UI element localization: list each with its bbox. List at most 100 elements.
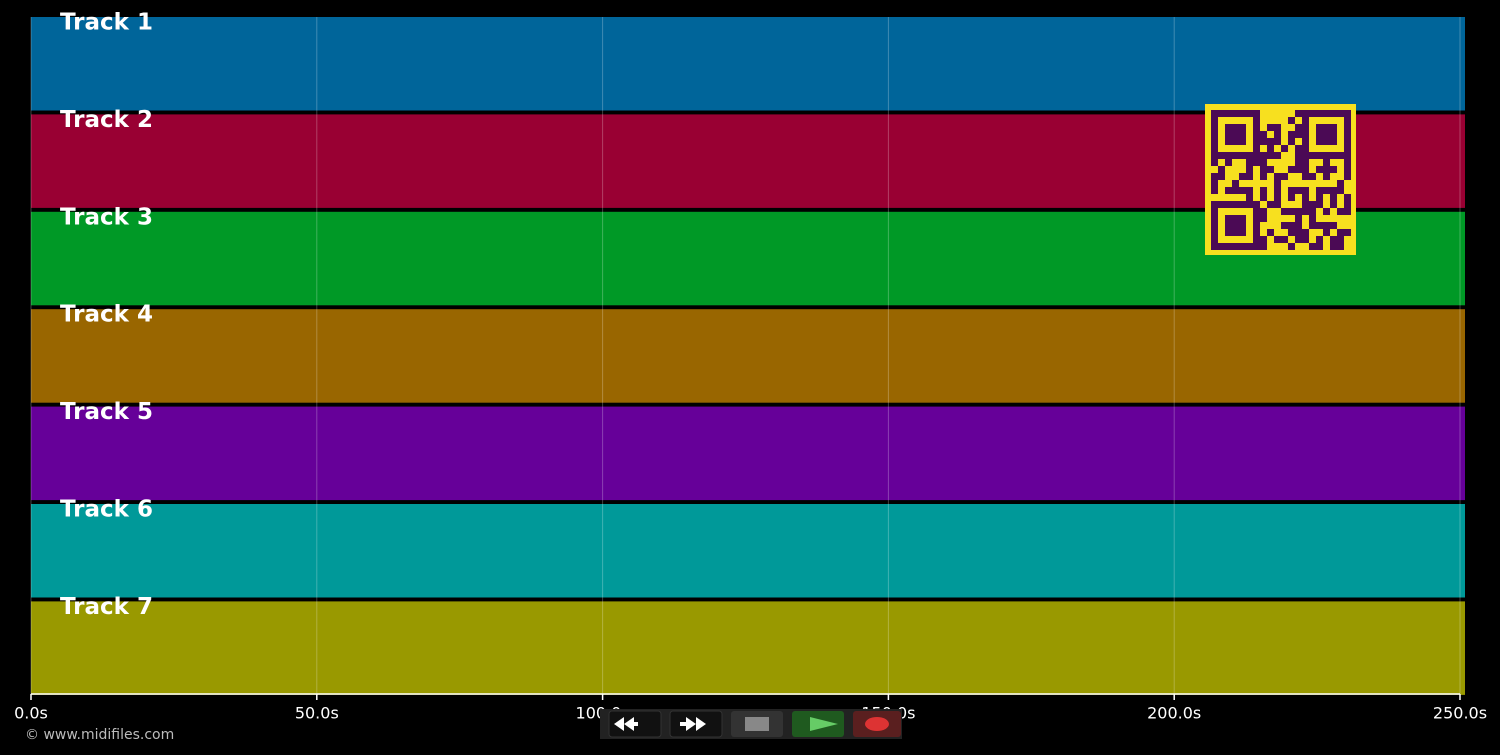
qr-cell xyxy=(1309,243,1316,250)
qr-cell xyxy=(1253,215,1260,222)
track-name: Track 4 xyxy=(60,302,153,328)
qr-cell xyxy=(1295,187,1302,194)
qr-cell xyxy=(1288,222,1295,229)
qr-cell xyxy=(1323,131,1330,138)
qr-cell xyxy=(1253,229,1260,236)
qr-cell xyxy=(1323,173,1330,180)
qr-cell xyxy=(1274,180,1281,187)
copyright: © www.midifiles.com xyxy=(25,727,174,743)
qr-code xyxy=(1205,104,1356,255)
qr-cell xyxy=(1218,166,1225,173)
track-lane xyxy=(31,17,1465,111)
qr-cell xyxy=(1211,201,1218,208)
qr-cell xyxy=(1344,110,1351,117)
qr-cell xyxy=(1267,201,1274,208)
qr-cell xyxy=(1260,131,1267,138)
qr-cell xyxy=(1253,138,1260,145)
qr-cell xyxy=(1302,145,1309,152)
qr-cell xyxy=(1316,152,1323,159)
qr-cell xyxy=(1260,159,1267,166)
play-button[interactable] xyxy=(792,711,844,737)
qr-cell xyxy=(1316,110,1323,117)
qr-cell xyxy=(1337,180,1344,187)
qr-cell xyxy=(1302,173,1309,180)
qr-cell xyxy=(1316,166,1323,173)
qr-cell xyxy=(1239,222,1246,229)
rewind-button[interactable] xyxy=(608,710,662,738)
qr-cell xyxy=(1316,222,1323,229)
qr-cell xyxy=(1302,194,1309,201)
qr-cell xyxy=(1260,166,1267,173)
qr-cell xyxy=(1288,138,1295,145)
qr-cell xyxy=(1295,152,1302,159)
qr-cell xyxy=(1246,166,1253,173)
track-name: Track 6 xyxy=(60,497,153,523)
qr-cell xyxy=(1218,152,1225,159)
qr-cell xyxy=(1246,159,1253,166)
qr-cell xyxy=(1239,173,1246,180)
qr-cell xyxy=(1211,187,1218,194)
qr-cell xyxy=(1302,117,1309,124)
qr-cell xyxy=(1302,110,1309,117)
qr-cell xyxy=(1316,194,1323,201)
qr-cell xyxy=(1232,138,1239,145)
qr-cell xyxy=(1302,138,1309,145)
qr-cell xyxy=(1344,166,1351,173)
qr-cell xyxy=(1225,152,1232,159)
qr-cell xyxy=(1330,110,1337,117)
qr-cell xyxy=(1344,159,1351,166)
qr-cell xyxy=(1225,222,1232,229)
qr-cell xyxy=(1302,159,1309,166)
qr-cell xyxy=(1274,131,1281,138)
qr-cell xyxy=(1302,236,1309,243)
qr-cell xyxy=(1316,201,1323,208)
qr-cell xyxy=(1211,131,1218,138)
qr-cell xyxy=(1344,138,1351,145)
qr-cell xyxy=(1344,229,1351,236)
qr-cell xyxy=(1253,124,1260,131)
tracks: Track 1 Track 2 Track 3 Track 4 Track 5 Track… xyxy=(31,10,1465,695)
record-button[interactable] xyxy=(853,711,901,737)
controls xyxy=(600,709,902,739)
qr-cell xyxy=(1295,110,1302,117)
qr-cell xyxy=(1253,243,1260,250)
stop-button[interactable] xyxy=(731,711,783,737)
qr-cell xyxy=(1211,215,1218,222)
qr-cell xyxy=(1337,236,1344,243)
qr-cell xyxy=(1211,159,1218,166)
qr-cell xyxy=(1225,138,1232,145)
qr-cell xyxy=(1309,173,1316,180)
qr-cell xyxy=(1337,208,1344,215)
qr-cell xyxy=(1253,159,1260,166)
qr-cell xyxy=(1225,187,1232,194)
qr-cell xyxy=(1260,194,1267,201)
qr-cell xyxy=(1344,117,1351,124)
qr-cell xyxy=(1225,201,1232,208)
qr-cell xyxy=(1288,166,1295,173)
qr-cell xyxy=(1218,173,1225,180)
qr-cell xyxy=(1344,152,1351,159)
qr-cell xyxy=(1323,222,1330,229)
qr-cell xyxy=(1295,236,1302,243)
qr-cell xyxy=(1295,145,1302,152)
qr-cell xyxy=(1211,117,1218,124)
track-name: Track 5 xyxy=(60,399,153,425)
tick-label: 50.0s xyxy=(295,704,339,723)
qr-cell xyxy=(1288,131,1295,138)
qr-cell xyxy=(1218,110,1225,117)
qr-cell xyxy=(1211,229,1218,236)
qr-cell xyxy=(1281,236,1288,243)
track-lane xyxy=(31,504,1465,598)
qr-cell xyxy=(1344,145,1351,152)
qr-cell xyxy=(1211,222,1218,229)
qr-cell xyxy=(1253,236,1260,243)
qr-cell xyxy=(1337,152,1344,159)
qr-cell xyxy=(1309,201,1316,208)
qr-cell xyxy=(1246,173,1253,180)
qr-cell xyxy=(1274,152,1281,159)
forward-button[interactable] xyxy=(669,710,723,738)
qr-cell xyxy=(1330,166,1337,173)
track-name: Track 2 xyxy=(60,107,153,133)
qr-cell xyxy=(1211,208,1218,215)
